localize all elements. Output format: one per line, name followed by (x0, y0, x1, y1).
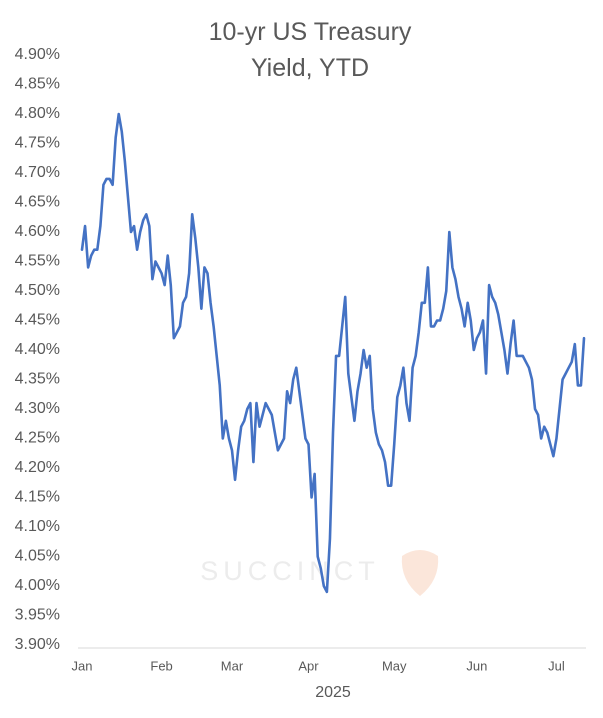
y-tick-label: 4.75% (15, 135, 60, 152)
watermark-text: SUCCINCT (200, 556, 380, 586)
watermark-logo (401, 550, 439, 596)
watermark: SUCCINCT (200, 550, 439, 596)
x-tick-label: Jun (466, 658, 487, 673)
y-tick-label: 4.55% (15, 253, 60, 270)
y-tick-label: 4.70% (15, 164, 60, 181)
y-tick-label: 4.45% (15, 312, 60, 329)
y-tick-label: 4.25% (15, 430, 60, 447)
y-tick-label: 4.65% (15, 194, 60, 211)
x-tick-label: Jul (548, 658, 565, 673)
y-tick-label: 4.20% (15, 459, 60, 476)
y-tick-label: 4.60% (15, 223, 60, 240)
y-tick-label: 4.90% (15, 46, 60, 63)
chart-title: 10-yr US Treasury Yield, YTD (208, 18, 412, 82)
y-tick-label: 4.05% (15, 548, 60, 565)
x-tick-label: Mar (221, 658, 244, 673)
x-tick-label: May (382, 658, 407, 673)
y-tick-label: 4.80% (15, 105, 60, 122)
line-series (80, 112, 586, 594)
x-tick-label: Jan (72, 658, 93, 673)
y-tick-label: 4.40% (15, 341, 60, 358)
y-tick-label: 3.95% (15, 607, 60, 624)
x-tick-label: Feb (150, 658, 172, 673)
y-tick-label: 4.15% (15, 489, 60, 506)
y-tick-label: 4.10% (15, 518, 60, 535)
y-tick-label: 3.90% (15, 636, 60, 653)
y-tick-label: 4.50% (15, 282, 60, 299)
x-axis-title: 2025 (315, 684, 351, 701)
x-tick-label: Apr (298, 658, 319, 673)
y-tick-label: 4.35% (15, 371, 60, 388)
y-tick-label: 4.00% (15, 577, 60, 594)
y-tick-label: 4.85% (15, 76, 60, 93)
y-tick-label: 4.30% (15, 400, 60, 417)
